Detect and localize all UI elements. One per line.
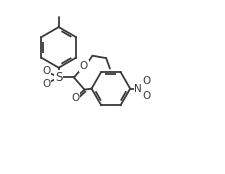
Text: O: O — [142, 91, 151, 101]
Text: N: N — [134, 84, 142, 94]
Text: O: O — [71, 93, 79, 103]
Text: S: S — [55, 71, 62, 84]
Text: O: O — [42, 78, 50, 89]
Text: O: O — [142, 76, 151, 86]
Text: O: O — [80, 61, 88, 71]
Text: O: O — [42, 66, 50, 76]
